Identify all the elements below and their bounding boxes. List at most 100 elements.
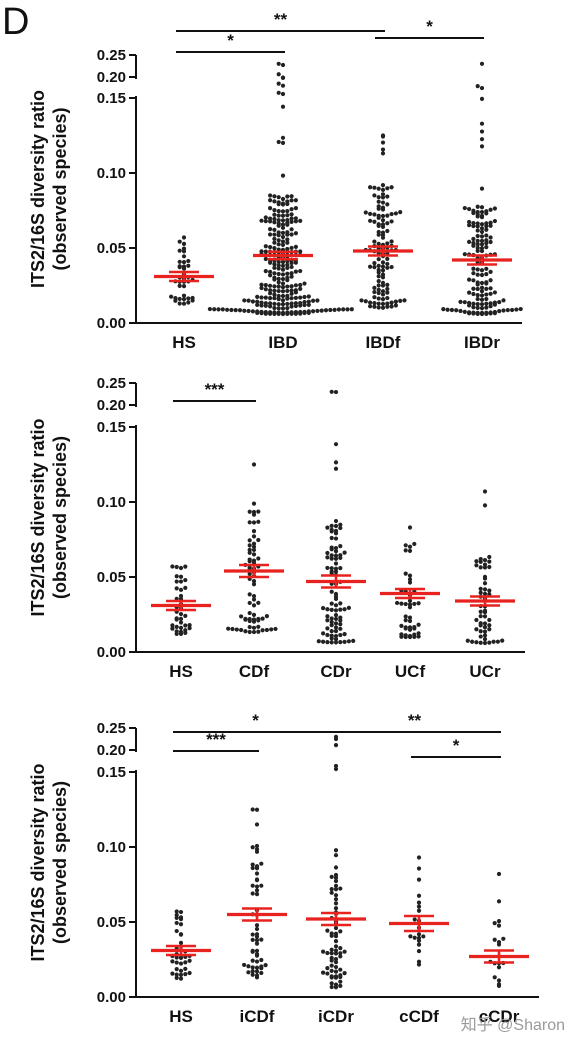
data-point	[178, 620, 184, 625]
data-point	[183, 623, 188, 628]
data-point	[251, 625, 257, 630]
data-point	[256, 519, 261, 524]
data-point	[389, 185, 394, 190]
data-point	[482, 574, 488, 579]
data-point	[487, 564, 492, 570]
data-point	[329, 545, 334, 550]
data-point	[183, 613, 188, 618]
data-point	[471, 291, 476, 297]
data-point	[302, 281, 307, 286]
data-point	[338, 929, 343, 934]
data-point	[251, 594, 257, 599]
data-point	[368, 304, 373, 309]
data-point	[492, 921, 497, 926]
data-point	[178, 616, 184, 621]
data-point	[393, 303, 398, 308]
data-point	[403, 543, 408, 548]
y-tick-label: 0.05	[97, 914, 126, 931]
data-point	[496, 940, 502, 945]
data-point	[412, 917, 417, 922]
data-point	[174, 955, 179, 960]
data-point	[321, 639, 326, 644]
data-point	[243, 629, 248, 634]
data-point	[475, 238, 480, 243]
data-point	[254, 884, 260, 889]
data-point	[484, 305, 489, 310]
data-point	[280, 62, 286, 68]
data-point	[333, 616, 339, 622]
data-point	[220, 307, 225, 312]
data-point	[514, 307, 519, 312]
data-point	[255, 299, 260, 304]
data-point	[276, 218, 281, 223]
data-point	[254, 888, 260, 893]
data-point	[268, 193, 273, 198]
data-point	[254, 892, 260, 897]
data-point	[256, 629, 261, 634]
data-point	[276, 200, 281, 205]
data-point	[259, 937, 264, 942]
data-point	[280, 230, 286, 235]
data-point	[479, 129, 485, 134]
data-point	[259, 295, 264, 300]
data-point	[338, 973, 343, 978]
data-point	[484, 286, 489, 292]
data-point	[280, 213, 286, 218]
data-point	[376, 301, 381, 306]
data-point	[329, 628, 334, 634]
data-point	[380, 192, 386, 197]
data-point	[293, 198, 298, 203]
data-point	[251, 501, 257, 506]
data-point	[467, 219, 472, 225]
data-point	[247, 592, 252, 597]
data-point	[368, 211, 373, 216]
data-point	[376, 305, 381, 310]
data-point	[276, 302, 281, 307]
data-point	[289, 198, 294, 203]
data-point	[285, 305, 290, 311]
data-point	[329, 984, 334, 990]
data-point	[272, 227, 277, 232]
significance-label: *	[453, 736, 460, 755]
data-point	[247, 565, 252, 570]
data-point	[467, 300, 472, 306]
chart-panels: 0.00 0.05 0.10 0.15 0.20 0.25 ITS2/16S diversi…	[28, 10, 539, 1026]
y-tick-label: 0.15	[97, 764, 126, 781]
data-point	[268, 288, 273, 293]
data-point	[174, 624, 179, 629]
data-point	[174, 972, 179, 977]
data-point	[247, 610, 252, 616]
significance-label: **	[408, 711, 422, 730]
data-point	[251, 541, 257, 546]
y-axis-title-line2: (observed species)	[50, 107, 70, 270]
data-point	[289, 296, 294, 301]
data-point	[174, 564, 179, 570]
data-point	[285, 246, 290, 252]
data-point	[482, 608, 488, 613]
data-point	[333, 518, 339, 524]
y-tick-label: 0.25	[97, 375, 126, 392]
data-point	[389, 219, 394, 224]
data-point	[254, 938, 260, 943]
data-point	[280, 302, 286, 307]
data-point	[178, 915, 184, 920]
data-point	[484, 272, 489, 277]
data-point	[329, 981, 334, 986]
data-point	[338, 522, 343, 527]
data-point	[325, 550, 330, 556]
data-point	[178, 625, 184, 630]
data-point	[250, 972, 255, 977]
data-point	[333, 528, 339, 533]
data-point	[298, 282, 303, 288]
data-point	[259, 964, 264, 969]
data-point	[509, 307, 515, 313]
data-point	[259, 282, 264, 287]
data-point	[482, 489, 488, 494]
data-point	[329, 607, 334, 612]
data-point	[183, 585, 188, 590]
data-point	[482, 558, 488, 563]
data-point	[260, 628, 265, 633]
data-point	[289, 212, 294, 217]
data-point	[178, 593, 184, 599]
data-point	[474, 563, 479, 568]
